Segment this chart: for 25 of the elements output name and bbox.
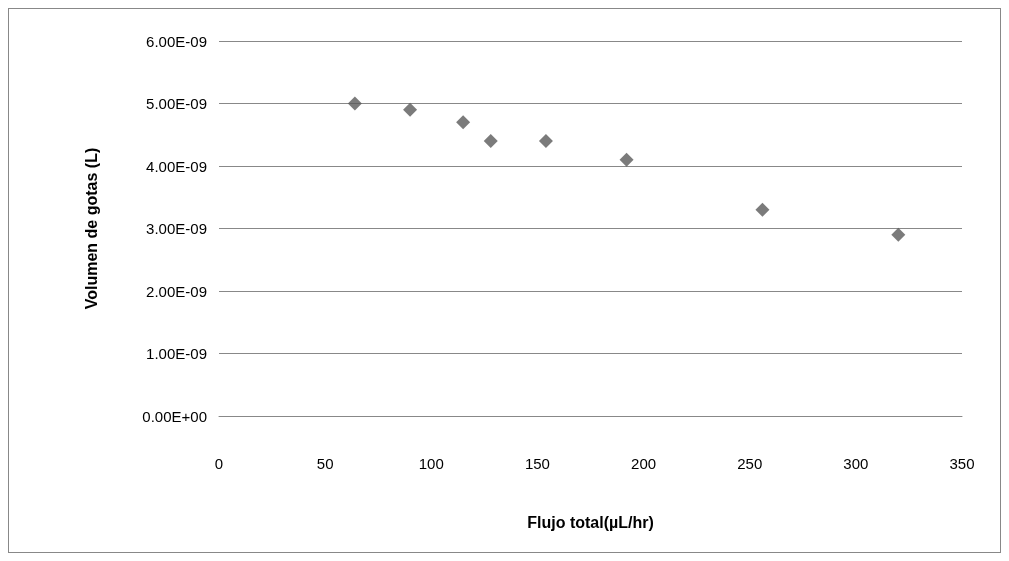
point [538,134,553,148]
point [483,134,498,148]
y-tick-label: 5.00E-09 [146,95,207,112]
point [403,102,418,117]
y-tick-label: 0.00E+00 [142,407,207,425]
point [619,152,634,167]
x-tick-label: 100 [418,455,444,472]
y-tick-label: 1.00E-09 [146,345,207,362]
point [891,227,906,242]
x-tick-label: 250 [737,455,763,472]
x-tick-label: 200 [631,455,657,472]
y-tick-label: 6.00E-09 [146,32,207,50]
point [456,115,471,130]
x-tick-label: 150 [524,455,550,472]
y-tick-label: 2.00E-09 [146,282,207,300]
y-axis-title: Volumen de gotas (L) [82,147,100,310]
point [347,96,362,111]
point [755,202,770,217]
y-tick-label: 3.00E-09 [146,220,207,237]
x-tick-label: 350 [949,455,975,472]
x-tick-label: 50 [316,455,334,472]
y-tick-label: 4.00E-09 [146,157,207,175]
x-tick-label: 0 [214,455,224,472]
x-tick-label: 300 [843,455,869,472]
x-axis-title: Flujo total(µL/hr) [527,513,654,531]
